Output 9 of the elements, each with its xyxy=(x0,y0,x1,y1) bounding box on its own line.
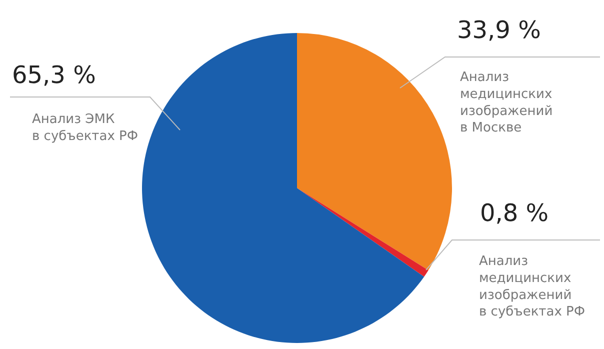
pie-slice xyxy=(142,33,424,343)
slice-label: Анализ ЭМК в субъектах РФ xyxy=(32,112,138,144)
data-label: 65,3 % xyxy=(12,61,96,89)
slice-label: Анализ медицинских изображений в Москве xyxy=(460,70,553,136)
data-label: 0,8 % xyxy=(480,199,549,227)
data-label: 33,9 % xyxy=(457,16,541,44)
slice-label: Анализ медицинских изображений в субъектах РФ xyxy=(479,254,586,320)
pie-slice xyxy=(297,33,452,270)
pie-slice xyxy=(297,188,428,277)
